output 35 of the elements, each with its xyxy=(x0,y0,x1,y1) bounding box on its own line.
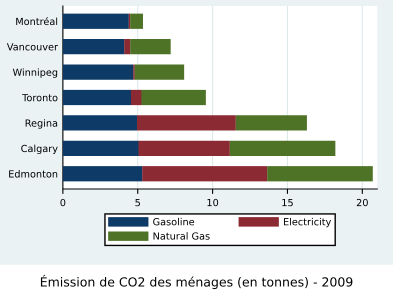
bar xyxy=(267,166,373,182)
bar xyxy=(130,39,171,54)
y-tick-label: Toronto xyxy=(22,94,58,102)
y-tick-label: Edmonton xyxy=(9,170,58,178)
x-tick-label: 5 xyxy=(135,199,140,206)
bar xyxy=(130,14,143,29)
bar xyxy=(62,140,138,156)
x-tick-label: 15 xyxy=(282,199,293,206)
legend-label: Gasoline xyxy=(153,218,194,226)
y-tick-label: Regina xyxy=(26,119,58,129)
bar xyxy=(62,14,129,29)
bar xyxy=(62,166,142,182)
bar xyxy=(138,140,230,156)
x-tick-label: 0 xyxy=(60,198,66,206)
legend-label: Electricity xyxy=(284,218,332,228)
bar xyxy=(134,64,184,80)
bar xyxy=(124,39,130,54)
bar xyxy=(141,90,206,106)
bar xyxy=(230,140,336,156)
bar xyxy=(62,39,124,54)
bar xyxy=(236,115,307,131)
y-tick-label: Winnipeg xyxy=(12,68,58,78)
bar xyxy=(62,115,137,131)
bar xyxy=(136,115,236,131)
y-tick-label: Montréal xyxy=(16,17,58,26)
x-tick-label: 20 xyxy=(356,198,368,206)
y-tick-label: Vancouver xyxy=(6,43,58,50)
text: Émission de CO2 des ménages (en tonnes) - 2009 xyxy=(40,274,352,290)
bar xyxy=(142,166,268,182)
legend-label: Natural Gas xyxy=(154,232,210,240)
bar xyxy=(62,64,134,80)
bar xyxy=(131,90,142,106)
x-tick-label: 10 xyxy=(207,198,218,206)
y-tick-label: Calgary xyxy=(21,144,58,154)
bar xyxy=(62,90,131,106)
